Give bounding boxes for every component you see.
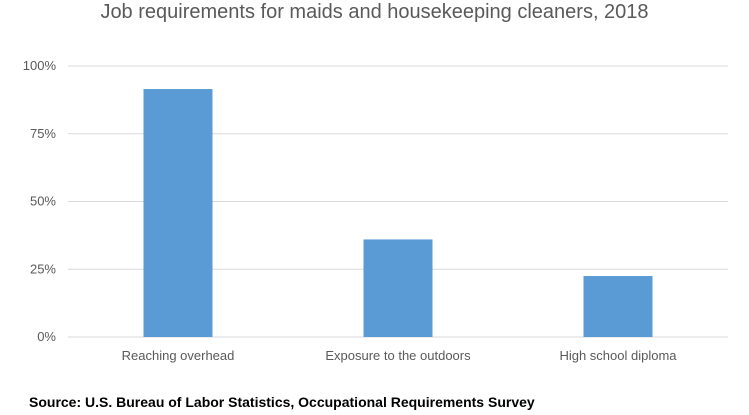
bar (363, 239, 433, 337)
y-tick-label: 25% (30, 261, 56, 276)
x-category-label: Reaching overhead (122, 348, 235, 363)
chart-title: Job requirements for maids and housekeep… (100, 1, 649, 23)
bars (143, 89, 653, 337)
source-note: Source: U.S. Bureau of Labor Statistics,… (29, 394, 535, 410)
x-category-label: High school diploma (559, 348, 677, 363)
bar-chart: 0% 25% 50% 75% 100% Reaching overhead Exposur… (23, 58, 728, 363)
x-category-label: Exposure to the outdoors (325, 348, 471, 363)
bar (143, 89, 213, 337)
y-tick-label: 0% (37, 329, 56, 344)
bar (583, 276, 653, 337)
y-tick-label: 100% (23, 58, 57, 73)
x-axis-category-labels: Reaching overhead Exposure to the outdoor… (122, 348, 678, 363)
y-tick-label: 50% (30, 194, 56, 209)
y-axis-tick-labels: 0% 25% 50% 75% 100% (23, 58, 57, 344)
y-tick-label: 75% (30, 126, 56, 141)
